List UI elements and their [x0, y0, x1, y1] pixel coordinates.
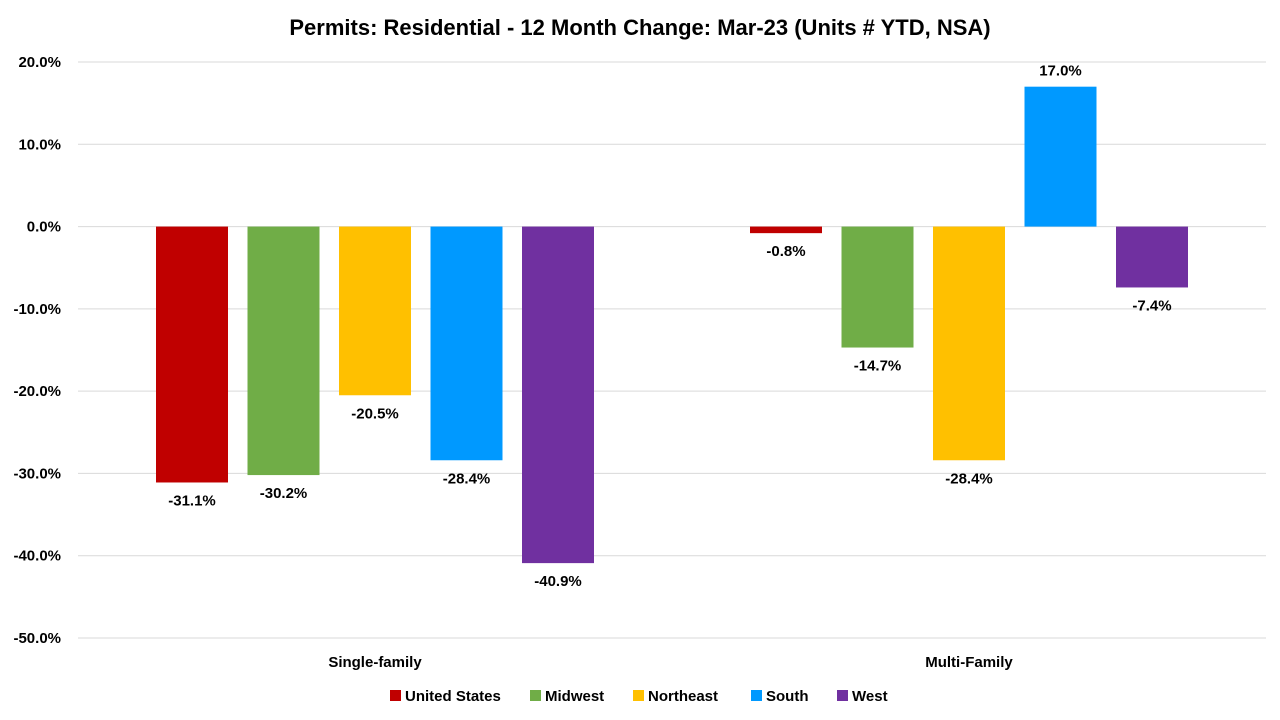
legend-swatch	[390, 690, 401, 701]
y-tick-label: 0.0%	[27, 219, 61, 236]
bar	[522, 226, 594, 564]
legend-label: South	[766, 688, 809, 705]
x-axis-categories: Single-family Multi-Family	[328, 654, 1013, 671]
data-label: -31.1%	[168, 492, 216, 509]
bar	[750, 226, 822, 234]
bar	[841, 226, 914, 348]
bar	[156, 226, 228, 483]
data-label: -7.4%	[1132, 297, 1171, 314]
bar	[1116, 226, 1188, 288]
legend-swatch	[633, 690, 644, 701]
data-label: -14.7%	[854, 358, 902, 375]
data-label: -20.5%	[351, 405, 399, 422]
x-category-label: Multi-Family	[925, 654, 1013, 671]
chart-title: Permits: Residential - 12 Month Change: …	[289, 15, 990, 40]
y-tick-label: 20.0%	[18, 54, 61, 71]
bar	[247, 226, 320, 476]
legend-label: West	[852, 688, 888, 705]
y-tick-label: -40.0%	[13, 548, 61, 565]
data-label: -40.9%	[534, 573, 582, 590]
legend-label: United States	[405, 688, 501, 705]
data-label: -28.4%	[443, 470, 491, 487]
data-label: -28.4%	[945, 470, 993, 487]
y-axis-ticks: 20.0% 10.0% 0.0% -10.0% -20.0% -30.0% -40.0% -5…	[13, 54, 61, 647]
bars	[156, 86, 1188, 564]
bar	[430, 226, 503, 461]
legend-label: Midwest	[545, 688, 604, 705]
y-tick-label: -20.0%	[13, 383, 61, 400]
data-label: 17.0%	[1039, 63, 1082, 80]
legend-swatch	[837, 690, 848, 701]
y-tick-label: -50.0%	[13, 630, 61, 647]
bar	[933, 226, 1005, 461]
y-tick-label: 10.0%	[18, 136, 61, 153]
legend-label: Northeast	[648, 688, 718, 705]
data-label: -30.2%	[260, 485, 308, 502]
data-label: -0.8%	[766, 243, 805, 260]
x-category-label: Single-family	[328, 654, 422, 671]
bar	[339, 226, 411, 396]
legend: United States Midwest Northeast South West	[390, 688, 888, 705]
data-labels: -31.1% -30.2% -20.5% -28.4% -40.9% -0.8% -14.7…	[168, 63, 1171, 590]
bar	[1024, 86, 1097, 227]
legend-swatch	[751, 690, 762, 701]
y-tick-label: -10.0%	[13, 301, 61, 318]
legend-swatch	[530, 690, 541, 701]
y-tick-label: -30.0%	[13, 465, 61, 482]
